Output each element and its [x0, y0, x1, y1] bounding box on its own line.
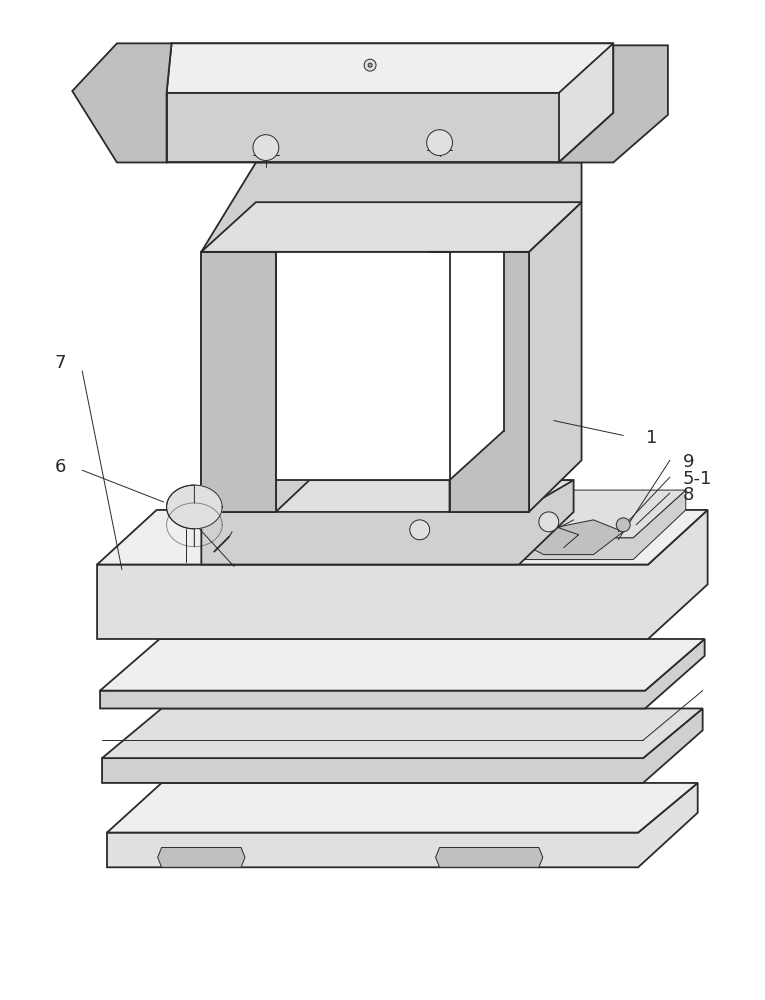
- Polygon shape: [201, 480, 574, 565]
- Text: 1: 1: [646, 429, 657, 447]
- Polygon shape: [100, 639, 705, 708]
- Polygon shape: [201, 202, 581, 252]
- Polygon shape: [117, 43, 614, 162]
- Polygon shape: [167, 43, 614, 93]
- Text: 6: 6: [54, 458, 66, 476]
- Polygon shape: [107, 783, 698, 867]
- Circle shape: [427, 130, 452, 156]
- Polygon shape: [201, 202, 330, 512]
- Polygon shape: [275, 252, 504, 480]
- Polygon shape: [450, 202, 581, 512]
- Circle shape: [410, 520, 430, 540]
- Polygon shape: [524, 520, 623, 555]
- Circle shape: [368, 63, 372, 67]
- Polygon shape: [97, 510, 708, 565]
- Circle shape: [253, 135, 278, 160]
- Text: 5-1: 5-1: [683, 470, 712, 488]
- Polygon shape: [107, 783, 698, 833]
- Text: 8: 8: [683, 486, 694, 504]
- Polygon shape: [167, 485, 222, 529]
- Polygon shape: [450, 252, 529, 512]
- Polygon shape: [97, 510, 708, 639]
- Circle shape: [617, 518, 630, 532]
- Polygon shape: [201, 480, 574, 512]
- Polygon shape: [167, 485, 194, 547]
- Polygon shape: [72, 43, 171, 162]
- Text: 7: 7: [54, 354, 66, 372]
- Polygon shape: [100, 639, 705, 691]
- Polygon shape: [102, 708, 703, 783]
- Polygon shape: [490, 490, 685, 538]
- Text: 9: 9: [683, 453, 695, 471]
- Circle shape: [539, 512, 558, 532]
- Polygon shape: [201, 252, 275, 512]
- Polygon shape: [490, 490, 685, 560]
- Polygon shape: [201, 162, 581, 252]
- Polygon shape: [158, 847, 245, 867]
- Polygon shape: [435, 847, 543, 867]
- Circle shape: [364, 59, 376, 71]
- Polygon shape: [558, 45, 668, 162]
- Polygon shape: [102, 708, 703, 758]
- Polygon shape: [167, 93, 558, 162]
